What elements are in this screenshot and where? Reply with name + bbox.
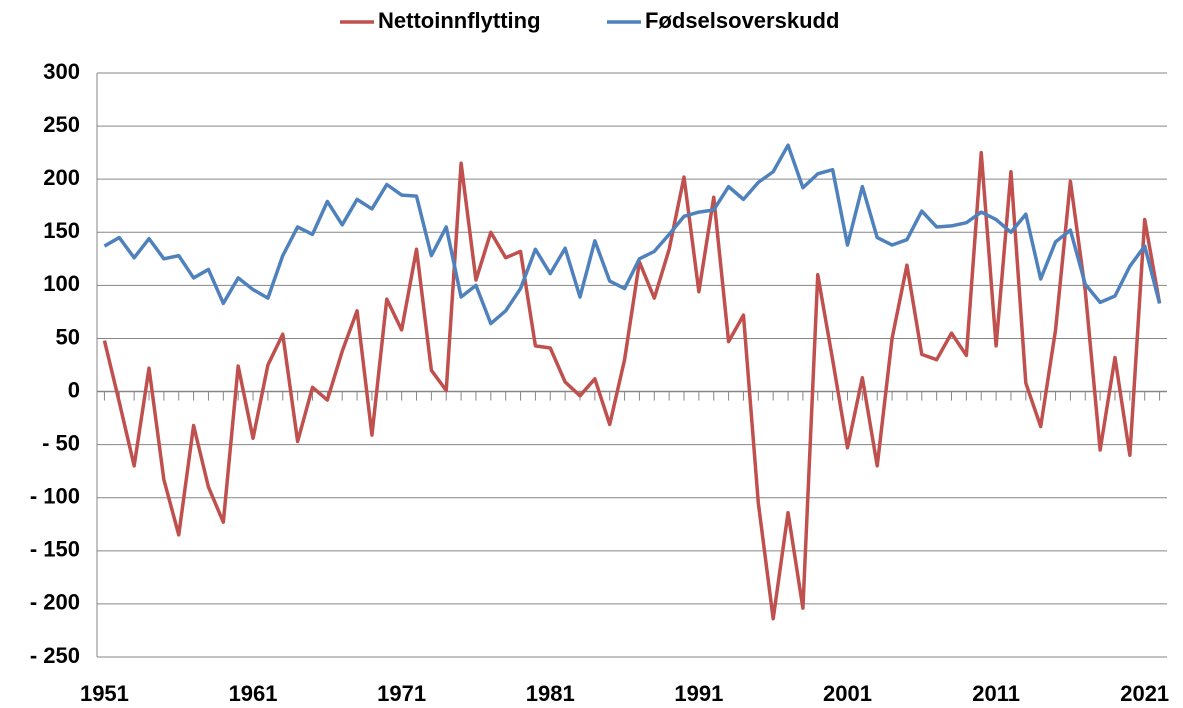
- x-tick-label: 1971: [377, 681, 426, 706]
- x-tick-label: 1981: [526, 681, 575, 706]
- y-tick-label: 250: [43, 112, 80, 137]
- y-tick-label: - 200: [30, 590, 80, 615]
- y-tick-label: - 250: [30, 643, 80, 668]
- y-tick-label: 150: [43, 218, 80, 243]
- y-tick-label: 100: [43, 271, 80, 296]
- line-series: [102, 150, 1162, 621]
- x-tick-label: 1961: [229, 681, 278, 706]
- y-tick-label: 50: [56, 324, 80, 349]
- y-tick-label: - 50: [42, 430, 80, 455]
- x-tick-label: 1951: [80, 681, 129, 706]
- x-tick-label: 1991: [674, 681, 723, 706]
- x-tick-label: 2001: [823, 681, 872, 706]
- y-tick-label: 300: [43, 59, 80, 84]
- y-tick-label: - 100: [30, 484, 80, 509]
- y-tick-label: 0: [68, 377, 80, 402]
- y-tick-label: - 150: [30, 537, 80, 562]
- line-series: [103, 143, 1162, 326]
- legend-label: Fødselsoverskudd: [645, 8, 839, 33]
- legend-label: Nettoinnflytting: [378, 8, 541, 33]
- x-tick-label: 2021: [1120, 681, 1169, 706]
- y-tick-label: 200: [43, 165, 80, 190]
- x-tick-label: 2011: [972, 681, 1020, 706]
